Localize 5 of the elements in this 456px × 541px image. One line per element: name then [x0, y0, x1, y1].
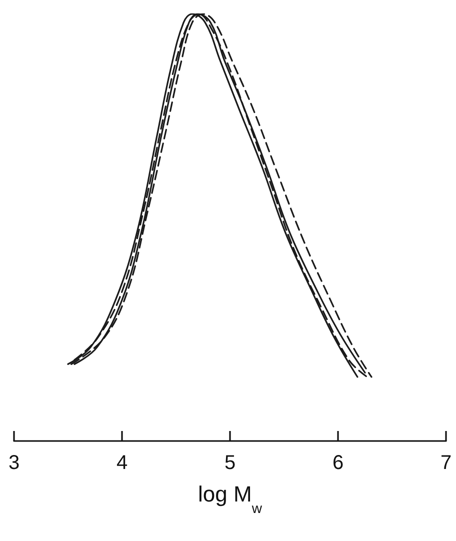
x-tick-label: 3 — [8, 452, 20, 474]
x-tick-label: 4 — [116, 452, 128, 474]
x-tick-label: 5 — [224, 452, 236, 474]
x-tick-label: 7 — [440, 452, 452, 474]
x-tick-label: 6 — [332, 452, 344, 474]
